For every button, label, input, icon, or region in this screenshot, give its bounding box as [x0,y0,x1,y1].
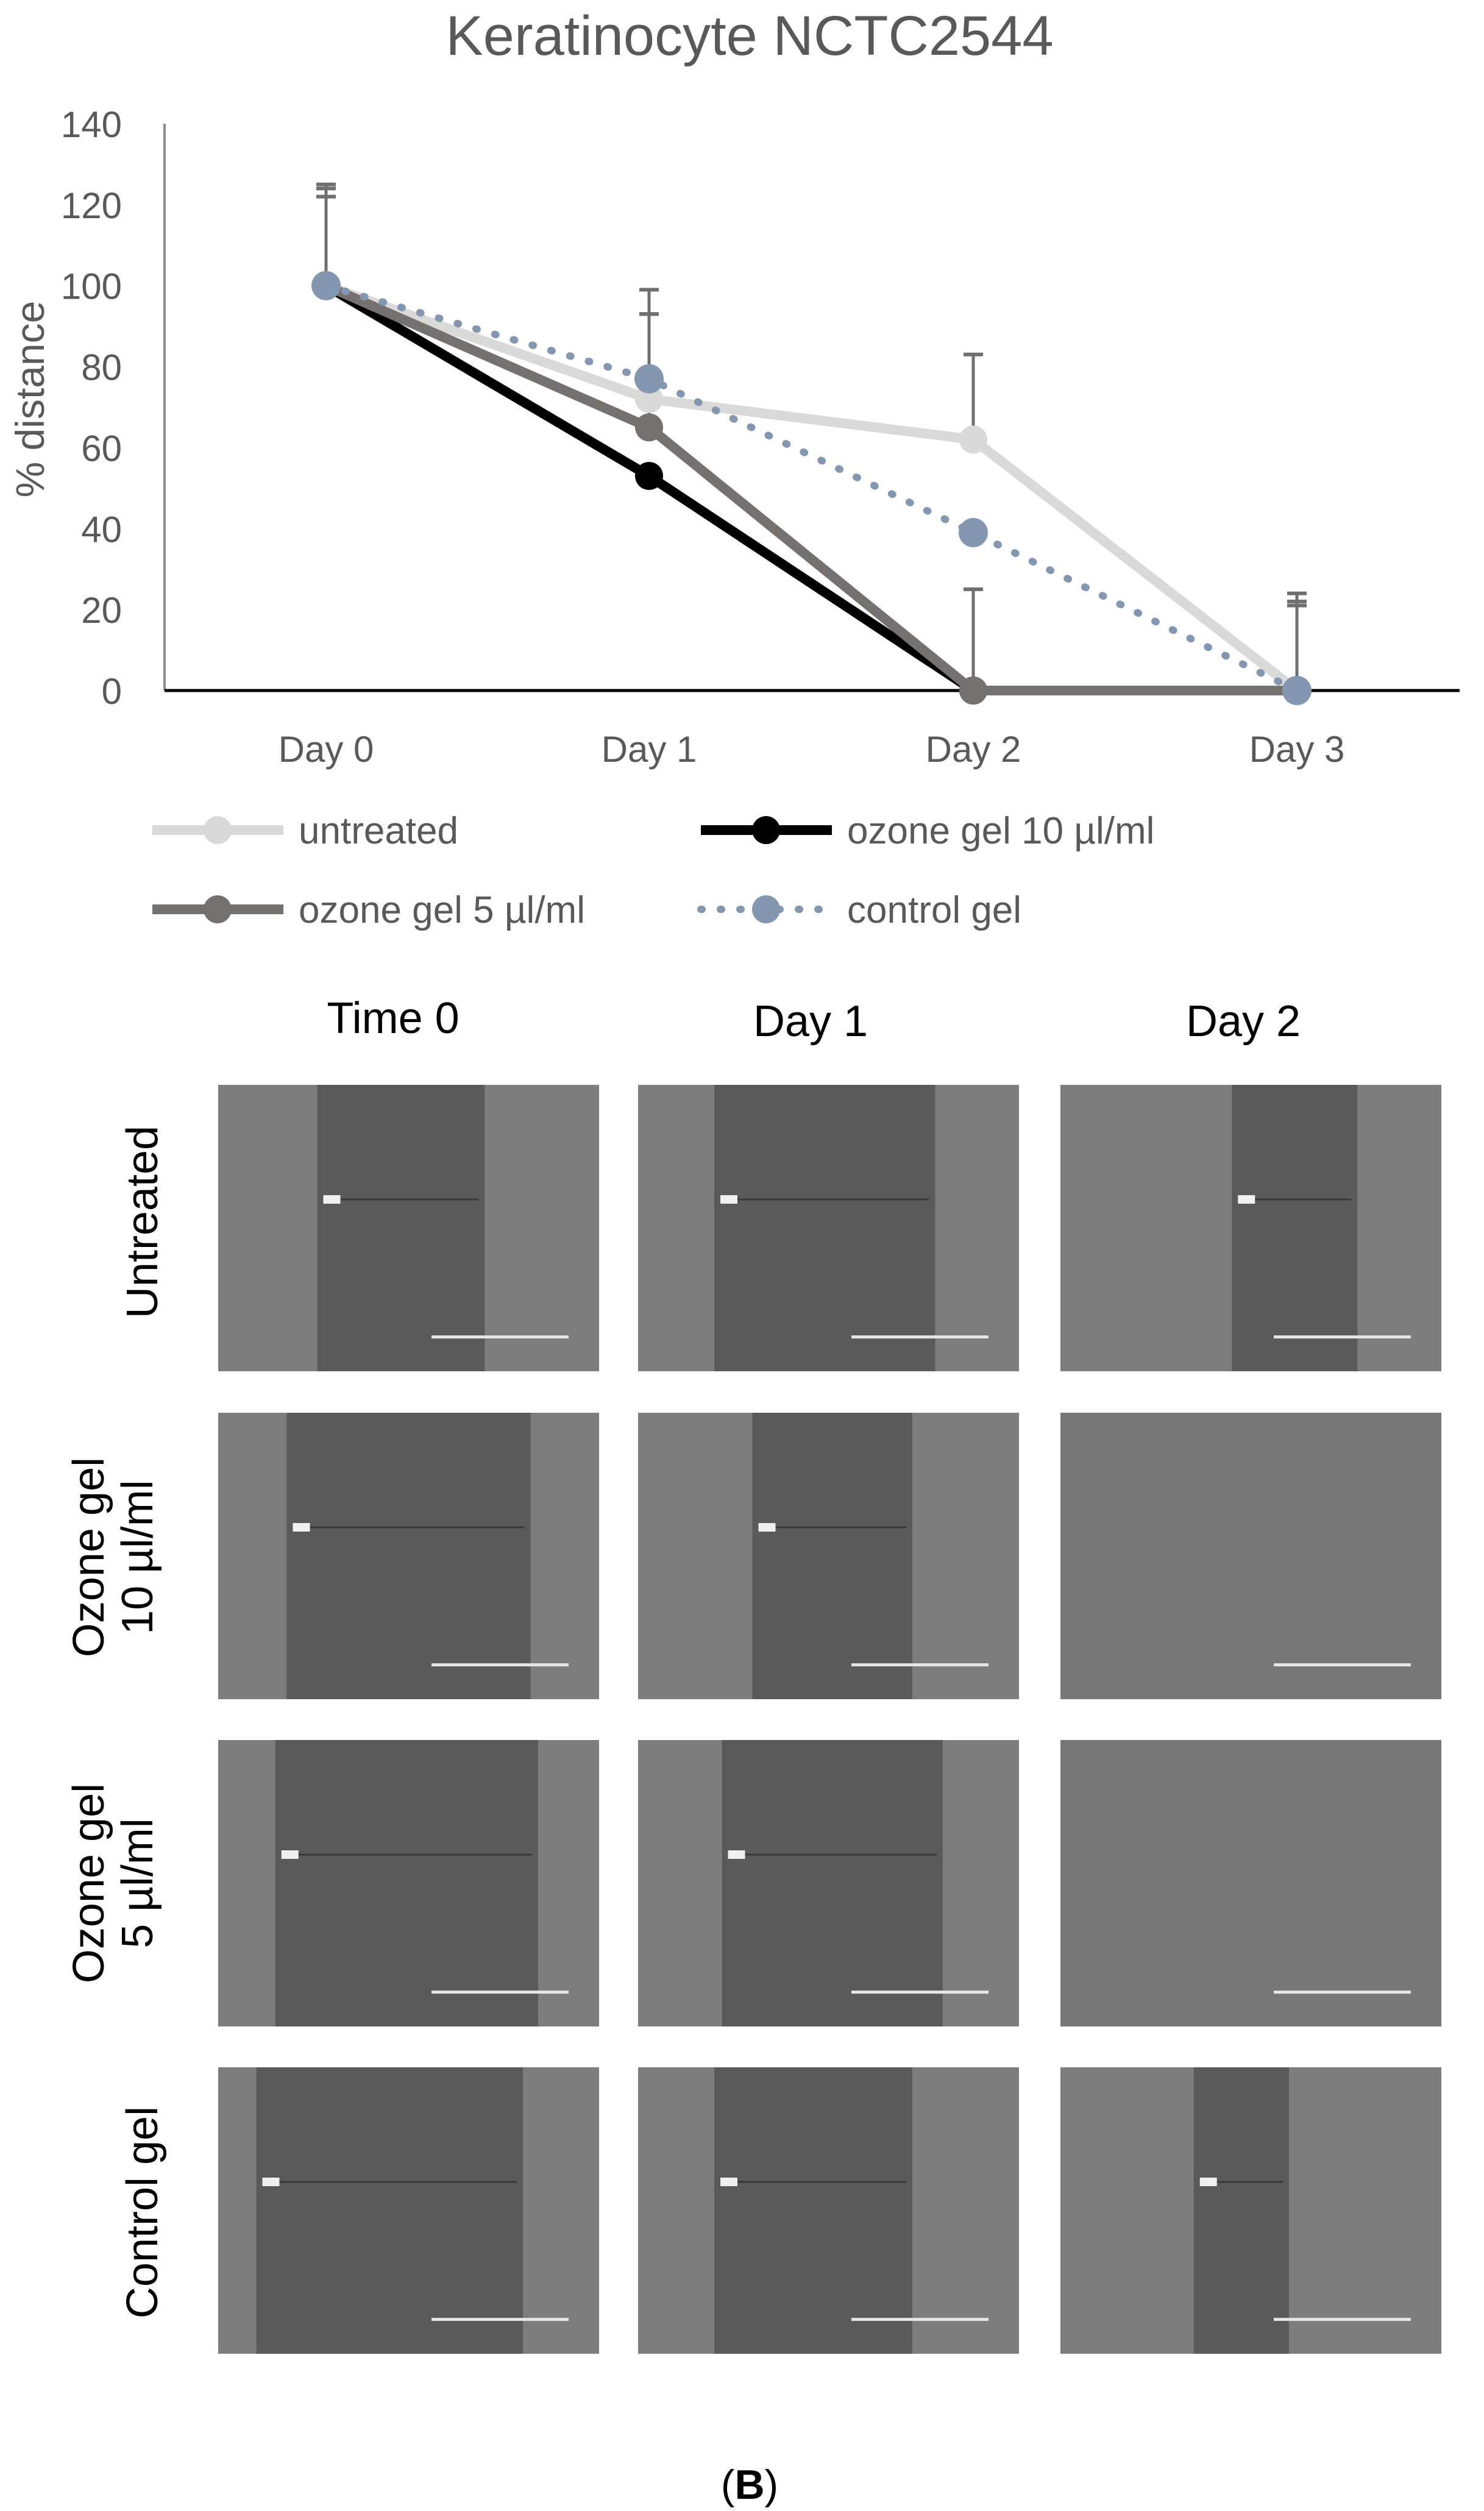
measurement-tag [720,2178,737,2186]
row-header-control-gel: Control gel [118,2106,167,2318]
wound-gap [275,1740,538,2026]
panel-letter: B [734,2462,764,2508]
microscopy-panel [1060,2067,1441,2354]
wound-gap [1193,2067,1289,2354]
microscopy-image-grid [218,1085,1441,2354]
legend-label: ozone gel 5 µl/ml [299,889,585,931]
wound-gap [1232,1085,1358,1371]
legend-swatch-marker [204,895,232,923]
row-header-ozone-10-line-1: Ozone gel [65,1457,113,1657]
microscopy-panel [218,1085,599,1371]
column-header-day-2: Day 2 [1186,997,1301,1046]
y-tick-label: 20 [81,590,122,631]
legend: untreated ozone gel 10 µl/ml ozone gel 5 µ… [152,810,1154,931]
data-point [634,364,664,394]
measurement-tag [281,1850,299,1859]
column-header-day-1: Day 1 [753,997,868,1046]
row-header-untreated-line-1: Untreated [118,1126,167,1318]
y-tick-label: 60 [81,428,122,469]
measurement-tag [1199,2178,1217,2186]
data-point [959,425,987,454]
measurement-tag [728,1850,745,1859]
data-point [635,413,663,442]
row-header-ozone-5-line-2: 5 µl/ml [113,1818,162,1948]
legend-swatch-marker [204,816,232,844]
wound-gap [714,1085,935,1371]
data-point [959,677,987,705]
microscopy-panel [638,2067,1019,2354]
legend-swatch-marker [752,895,780,923]
measurement-tag [1238,1195,1255,1204]
data-point [635,385,663,413]
microscopy-panel [218,2067,599,2354]
measurement-tag [720,1195,737,1204]
microscopy-panel [638,1085,1019,1371]
row-header-ozone-5-line-1: Ozone gel [65,1783,113,1983]
wound-gap [714,2067,912,2354]
data-point [959,517,988,547]
microscopy-panel [1060,1413,1441,1699]
legend-label: untreated [299,810,458,852]
measurement-tag [262,2178,280,2186]
chart-title: Keratinocyte NCTC2544 [446,5,1053,67]
y-tick-label: 80 [81,347,122,388]
microscopy-panel [218,1413,599,1699]
y-tick-label: 120 [61,185,122,226]
legend-label: ozone gel 10 µl/ml [847,810,1154,852]
measurement-tag [323,1195,341,1204]
data-point [311,271,341,300]
error-bars [316,182,1307,691]
microscopy-panel [1060,1740,1441,2026]
y-tick-label: 0 [102,671,122,712]
legend-swatch-marker [752,816,780,844]
row-header-ozone-10: Ozone gel 10 µl/ml [65,1457,162,1657]
y-tick-label: 140 [61,104,122,145]
data-point [635,461,663,490]
wound-gap [256,2067,523,2354]
row-header-untreated: Untreated [118,1126,167,1318]
data-point [1282,676,1312,705]
microscopy-panel [1060,1085,1441,1371]
wound-gap [286,1413,531,1699]
closed-wound [1060,1740,1441,2026]
x-tick-label: Day 2 [926,729,1021,770]
row-header-ozone-10-line-2: 10 µl/ml [113,1480,162,1635]
measurement-tag [758,1523,776,1532]
wound-gap [317,1085,485,1371]
x-tick-label: Day 1 [602,729,697,770]
x-axis: Day 0 Day 1 Day 2 Day 3 [165,689,1460,770]
y-tick-label: 100 [61,266,122,307]
series-line-2 [324,281,1297,695]
y-axis-label: % distance [7,301,52,498]
column-header-time-0: Time 0 [327,994,459,1043]
row-header-ozone-5: Ozone gel 5 µl/ml [65,1783,162,1983]
closed-wound [1060,1413,1441,1699]
series-line-0 [324,281,1300,695]
microscopy-panel [638,1413,1019,1699]
microscopy-panel [218,1740,599,2026]
measurement-tag [293,1523,310,1532]
x-tick-label: Day 3 [1249,729,1345,770]
row-header-control-gel-line-1: Control gel [118,2106,167,2318]
y-axis: 0 20 40 60 80 100 120 140 [61,104,166,712]
series-lines [311,271,1312,705]
x-tick-label: Day 0 [279,729,374,770]
microscopy-panel [638,1740,1019,2026]
series-line-3 [322,282,1301,694]
legend-label: control gel [847,889,1021,931]
panel-letter-B: (B) [721,2462,778,2508]
wound-gap [752,1413,912,1699]
wound-gap [722,1740,943,2026]
y-tick-label: 40 [81,509,122,550]
